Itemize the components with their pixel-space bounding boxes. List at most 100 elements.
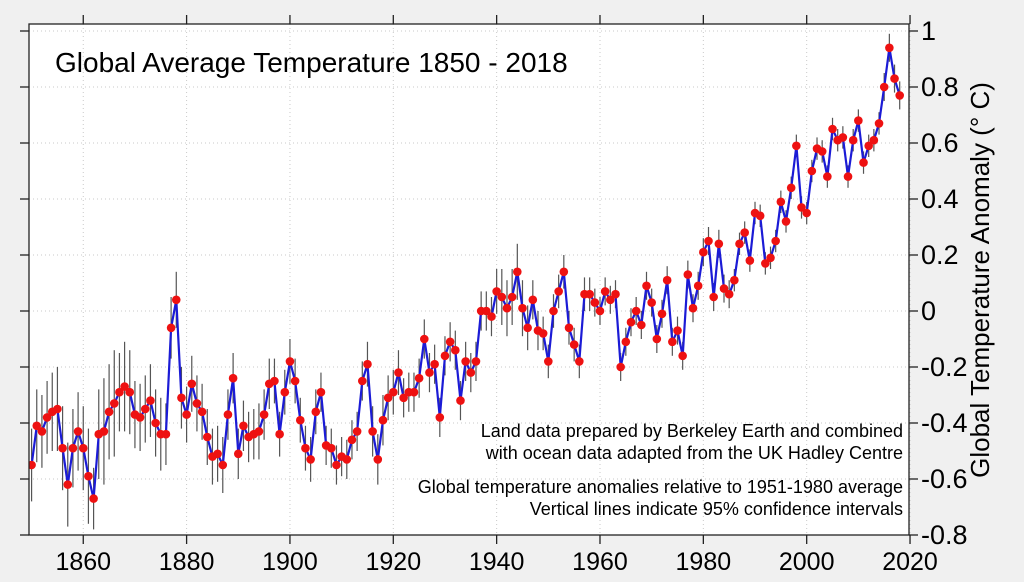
data-points bbox=[29, 43, 904, 503]
data-point-1929 bbox=[435, 413, 445, 422]
data-point-1974 bbox=[668, 337, 677, 347]
data-point-1866 bbox=[109, 399, 119, 408]
data-point-1903 bbox=[301, 443, 310, 453]
data-point-1940 bbox=[492, 287, 501, 296]
data-point-1919 bbox=[383, 393, 393, 403]
data-point-1955 bbox=[569, 340, 579, 349]
data-point-2009 bbox=[848, 135, 858, 145]
x-tick-label-1960: 1960 bbox=[572, 548, 628, 576]
data-point-1983 bbox=[714, 239, 724, 249]
y-tick-label--0.2: -0.2 bbox=[921, 352, 968, 382]
data-point-1968 bbox=[637, 320, 646, 330]
data-point-1981 bbox=[704, 236, 713, 246]
y-tick-label-0.6: 0.6 bbox=[921, 128, 959, 158]
data-point-1872 bbox=[140, 404, 150, 414]
data-point-1982 bbox=[709, 292, 718, 302]
data-point-1950 bbox=[544, 357, 553, 366]
x-tick-label-1980: 1980 bbox=[676, 548, 732, 576]
data-point-1913 bbox=[352, 427, 362, 436]
data-point-1979 bbox=[693, 281, 703, 291]
data-point-1882 bbox=[192, 399, 202, 408]
data-point-1850 bbox=[29, 460, 36, 470]
data-point-1855 bbox=[53, 404, 62, 414]
data-point-1920 bbox=[388, 387, 398, 397]
data-point-1951 bbox=[549, 306, 558, 316]
x-tick-label-1900: 1900 bbox=[262, 548, 318, 576]
data-point-1933 bbox=[456, 396, 465, 405]
data-point-1930 bbox=[440, 351, 450, 361]
data-point-1860 bbox=[78, 443, 88, 453]
data-point-2011 bbox=[859, 158, 868, 167]
data-point-1874 bbox=[151, 418, 160, 428]
data-point-1973 bbox=[662, 275, 672, 285]
annotation-line-4: Vertical lines indicate 95% confidence i… bbox=[530, 499, 903, 519]
annotation-line-2: with ocean data adapted from the UK Hadl… bbox=[485, 443, 903, 463]
data-point-1984 bbox=[719, 284, 729, 293]
data-point-1939 bbox=[487, 312, 496, 321]
data-point-1880 bbox=[182, 410, 191, 419]
data-point-1946 bbox=[523, 323, 532, 333]
data-point-1985 bbox=[724, 289, 734, 299]
data-point-2018 bbox=[895, 91, 904, 100]
data-point-1887 bbox=[218, 460, 228, 470]
data-point-1991 bbox=[755, 211, 765, 221]
data-point-1959 bbox=[590, 298, 600, 307]
data-point-1965 bbox=[621, 337, 631, 347]
y-axis-label: Global Temperature Anomaly (° C) bbox=[965, 82, 995, 478]
data-point-1932 bbox=[451, 345, 460, 355]
data-point-1884 bbox=[202, 432, 212, 442]
data-point-1942 bbox=[502, 303, 512, 313]
y-tick-label-0.8: 0.8 bbox=[921, 72, 959, 102]
data-point-1975 bbox=[673, 326, 682, 335]
data-point-2013 bbox=[869, 135, 879, 145]
data-point-1961 bbox=[600, 287, 610, 296]
data-point-1943 bbox=[507, 292, 517, 302]
data-point-1925 bbox=[414, 373, 424, 383]
data-point-1889 bbox=[228, 373, 238, 383]
data-point-1995 bbox=[776, 197, 786, 207]
data-point-1964 bbox=[616, 362, 625, 372]
axis-ticks bbox=[20, 15, 918, 544]
data-point-2005 bbox=[828, 124, 837, 134]
data-point-1890 bbox=[233, 449, 243, 459]
data-point-2004 bbox=[823, 172, 832, 181]
data-point-1977 bbox=[683, 270, 693, 279]
data-point-1897 bbox=[270, 376, 279, 386]
data-point-1851 bbox=[32, 421, 42, 431]
data-point-2001 bbox=[807, 166, 817, 176]
data-point-1998 bbox=[792, 141, 801, 151]
data-point-1969 bbox=[642, 281, 651, 291]
data-point-1888 bbox=[223, 410, 233, 419]
data-point-1864 bbox=[99, 427, 109, 436]
data-point-1972 bbox=[657, 309, 667, 319]
data-point-1952 bbox=[554, 287, 563, 296]
data-point-2014 bbox=[874, 119, 884, 128]
data-point-1935 bbox=[466, 368, 476, 377]
data-layer bbox=[29, 33, 904, 530]
data-point-1886 bbox=[213, 449, 222, 459]
x-axis-tick-labels: 1860 1880 1900 1920 1940 1960 1980 2000 2020 bbox=[55, 548, 937, 576]
data-point-1953 bbox=[559, 267, 569, 277]
y-tick-label-0: 0 bbox=[921, 296, 936, 326]
data-point-1859 bbox=[73, 427, 83, 436]
x-tick-label-1920: 1920 bbox=[365, 548, 421, 576]
data-point-1915 bbox=[363, 359, 372, 369]
x-tick-label-1880: 1880 bbox=[159, 548, 215, 576]
data-point-1917 bbox=[373, 455, 383, 464]
data-point-1861 bbox=[84, 471, 93, 481]
data-point-2015 bbox=[879, 82, 889, 92]
y-tick-label-0.4: 0.4 bbox=[921, 184, 959, 214]
data-point-1988 bbox=[740, 228, 749, 237]
data-point-1941 bbox=[497, 292, 507, 302]
data-point-1971 bbox=[652, 334, 662, 344]
data-point-1877 bbox=[166, 323, 176, 333]
data-point-1862 bbox=[89, 494, 98, 503]
data-point-1956 bbox=[575, 357, 584, 366]
data-point-1962 bbox=[606, 295, 615, 305]
data-point-1928 bbox=[430, 359, 439, 369]
x-tick-label-2000: 2000 bbox=[779, 548, 835, 576]
data-point-2010 bbox=[854, 116, 863, 125]
data-point-2003 bbox=[817, 147, 827, 156]
